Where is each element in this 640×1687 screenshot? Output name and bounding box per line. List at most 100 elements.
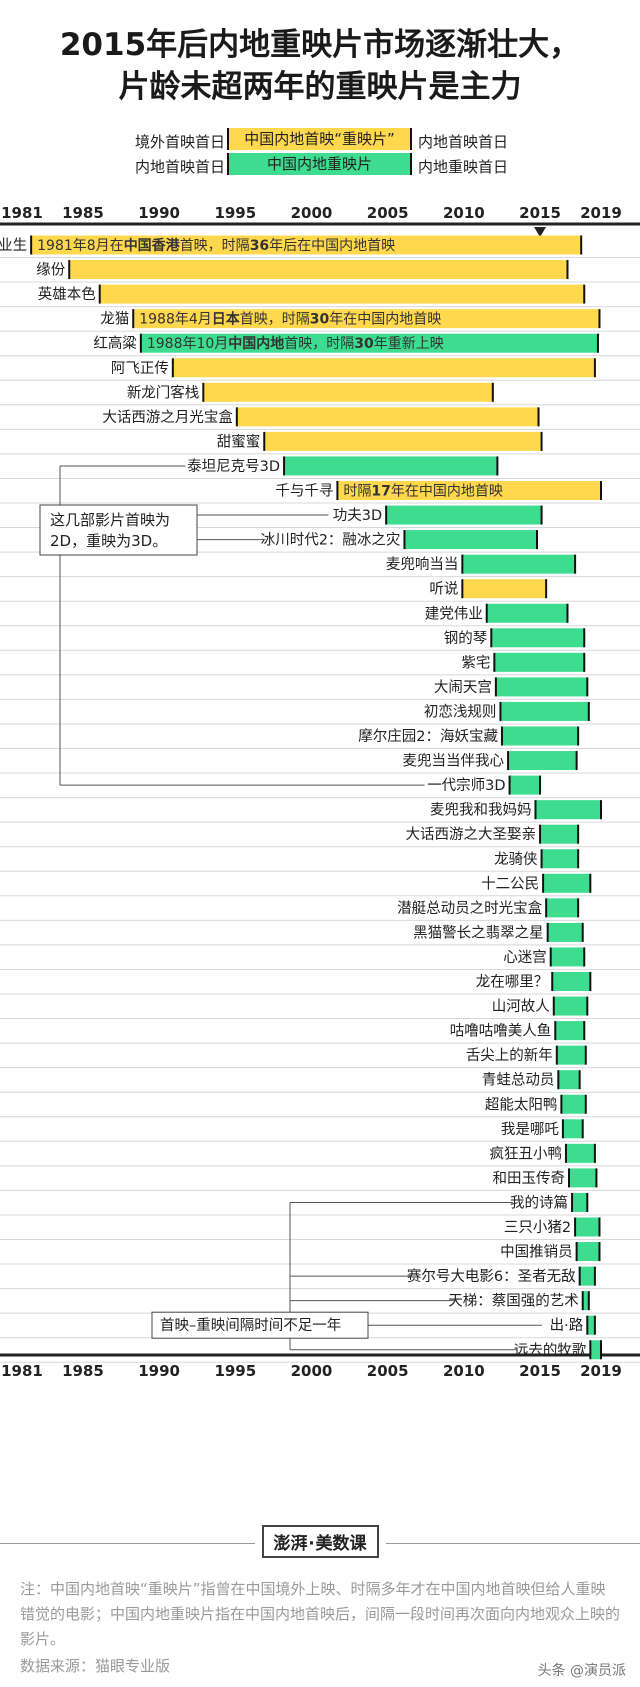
- film-label: 一代宗师3D: [427, 777, 505, 794]
- bar-远去的牧歌: [590, 1340, 601, 1360]
- axis-tick-bottom-1981: 1981: [1, 1362, 43, 1380]
- annotation2-text: 首映–重映间隔时间不足一年: [160, 1317, 341, 1334]
- bar-note: 1981年8月在中国香港首映，时隔36年后在中国内地首映: [37, 237, 395, 254]
- bar-大话西游之大圣娶亲: [540, 824, 579, 844]
- bar-潜艇总动员之时光宝盒: [546, 898, 579, 918]
- bar-麦兜当当伴我心: [508, 751, 577, 771]
- film-label: 黑猫警长之翡翠之星: [413, 924, 544, 941]
- bar-龙猫: [133, 309, 600, 329]
- film-label: 疯狂丑小鸭: [489, 1145, 562, 1162]
- note-part: 中国香港: [124, 237, 181, 254]
- film-label: 舌尖上的新年: [466, 1047, 553, 1064]
- film-label: 泰坦尼克号3D: [187, 458, 280, 475]
- bar-赛尔号大电影6：圣者无敌: [579, 1266, 595, 1286]
- bar-摩尔庄园2：海妖宝藏: [501, 726, 579, 746]
- legend-green-bar: 中国内地重映片: [227, 153, 412, 175]
- legend-green-left-label: 内地首映首日: [134, 158, 225, 176]
- note-part: 年后在中国内地首映: [269, 238, 395, 254]
- film-label: 初恋浅规则: [424, 702, 497, 720]
- film-label: 我是哪吒: [501, 1121, 559, 1138]
- axis-tick-top-1985: 1985: [62, 205, 104, 222]
- note-part: 日本: [212, 311, 241, 328]
- bar-红高粱: [140, 333, 598, 353]
- bar-麦兜我和我妈妈: [535, 800, 601, 820]
- film-label: 大话西游之月光宝盒: [102, 409, 233, 426]
- legend-yellow-bar: 中国内地首映“重映片”: [227, 128, 412, 150]
- title-line-2: 片龄未超两年的重映片是主力: [118, 69, 522, 105]
- axis-tick-bottom-2019: 2019: [580, 1362, 622, 1380]
- bar-note: 1988年4月日本首映，时隔30年在中国内地首映: [139, 311, 441, 328]
- annotation1-text-line2: 2D，重映为3D。: [50, 532, 167, 550]
- bar-出·路: [587, 1315, 595, 1335]
- film-label: 咕噜咕噜美人鱼: [450, 1022, 552, 1040]
- bar-泰坦尼克号3D: [284, 456, 498, 476]
- legend-yellow-right-label: 内地首映首日: [418, 133, 509, 151]
- film-label: 十二公民: [481, 875, 539, 892]
- highlight-marker: [534, 227, 547, 237]
- bar-英雄本色: [99, 284, 585, 304]
- bar-黑猫警长之翡翠之星: [547, 922, 583, 942]
- data-source: 数据来源：猫眼专业版: [20, 1657, 171, 1675]
- footnote: 注：中国内地首映“重映片”指曾在中国境外上映、时隔多年才在中国内地首映但给人重映…: [20, 1580, 621, 1648]
- note-part: 1988年10月: [147, 336, 228, 352]
- bar-我是哪吒: [562, 1119, 583, 1139]
- note-part: 1981年8月在: [37, 238, 124, 254]
- bar-超能太阳鸭: [561, 1094, 586, 1114]
- logo-left: 澎湃: [273, 1534, 308, 1554]
- axis-tick-bottom-1990: 1990: [138, 1362, 180, 1380]
- annotation1-box: [39, 504, 198, 556]
- film-label: 摩尔庄园2：海妖宝藏: [358, 727, 498, 745]
- bar-心迷宫: [550, 947, 585, 967]
- note-part: 年在中国内地首映: [329, 312, 441, 328]
- film-label: 听说: [429, 581, 458, 598]
- axis-tick-top-1981: 1981: [1, 205, 43, 222]
- note-part: 首映，时隔: [240, 312, 310, 328]
- brand-logo: 澎湃·美数课: [0, 1525, 640, 1558]
- watermark: 头条 @演员派: [537, 1663, 626, 1679]
- axis-tick-bottom-2000: 2000: [291, 1362, 333, 1380]
- note-part: 时隔: [343, 484, 371, 500]
- bar-和田玉传奇: [569, 1168, 597, 1188]
- note-part: 17: [371, 484, 390, 500]
- logo-divider-right: [386, 1543, 640, 1544]
- film-label: 龙在哪里？: [476, 974, 549, 991]
- film-label: 龙骑侠: [494, 851, 538, 868]
- film-label: 龙猫: [100, 311, 129, 328]
- bar-山河故人: [553, 996, 588, 1016]
- axis-tick-bottom-1995: 1995: [214, 1362, 256, 1380]
- chart-title: 2015年后内地重映片市场逐渐壮大， 片龄未超两年的重映片是主力: [0, 24, 640, 108]
- film-label: 麦兜我和我妈妈: [430, 801, 532, 819]
- bar-麦兜响当当: [462, 554, 576, 574]
- film-label: 大话西游之大圣娶亲: [406, 826, 537, 843]
- film-label: 失业生: [0, 237, 27, 254]
- film-label: 心迷宫: [503, 949, 547, 966]
- film-label: 建党伟业: [425, 605, 483, 622]
- film-label: 紫宅: [461, 654, 490, 671]
- axis-tick-top-1990: 1990: [138, 205, 180, 222]
- film-label: 天梯：蔡国强的艺术: [448, 1293, 579, 1310]
- bar-甜蜜蜜: [264, 431, 542, 451]
- film-label: 潜艇总动员之时光宝盒: [397, 900, 542, 917]
- bar-阿飞正传: [172, 358, 595, 378]
- note-part: 1988年4月: [139, 312, 212, 328]
- note-part: 中国内地: [228, 335, 284, 352]
- film-label: 冰川时代2：融冰之灾: [261, 532, 401, 549]
- film-label: 千与千寻: [275, 483, 333, 500]
- axis-tick-top-2005: 2005: [367, 205, 409, 222]
- note-part: 首映，时隔: [284, 336, 354, 352]
- film-label: 山河故人: [492, 998, 550, 1015]
- legend-row-yellow: 境外首映首日 中国内地首映“重映片” 内地首映首日: [0, 128, 640, 152]
- bar-冰川时代2：融冰之灾: [404, 530, 538, 550]
- bar-一代宗师3D: [509, 775, 541, 795]
- film-label: 三只小猪2: [504, 1219, 571, 1236]
- bar-note: 1988年10月中国内地首映，时隔30年重新上映: [147, 335, 444, 352]
- logo-divider-left: [0, 1543, 255, 1544]
- film-label: 甜蜜蜜: [217, 433, 261, 450]
- film-label: 和田玉传奇: [493, 1170, 566, 1187]
- note-part: 30: [310, 312, 330, 328]
- axis-tick-bottom-1985: 1985: [62, 1362, 104, 1380]
- bar-钢的琴: [491, 628, 585, 648]
- logo-box: 澎湃·美数课: [261, 1525, 379, 1558]
- note-part: 30: [354, 336, 374, 352]
- film-label: 青蛙总动员: [482, 1072, 555, 1089]
